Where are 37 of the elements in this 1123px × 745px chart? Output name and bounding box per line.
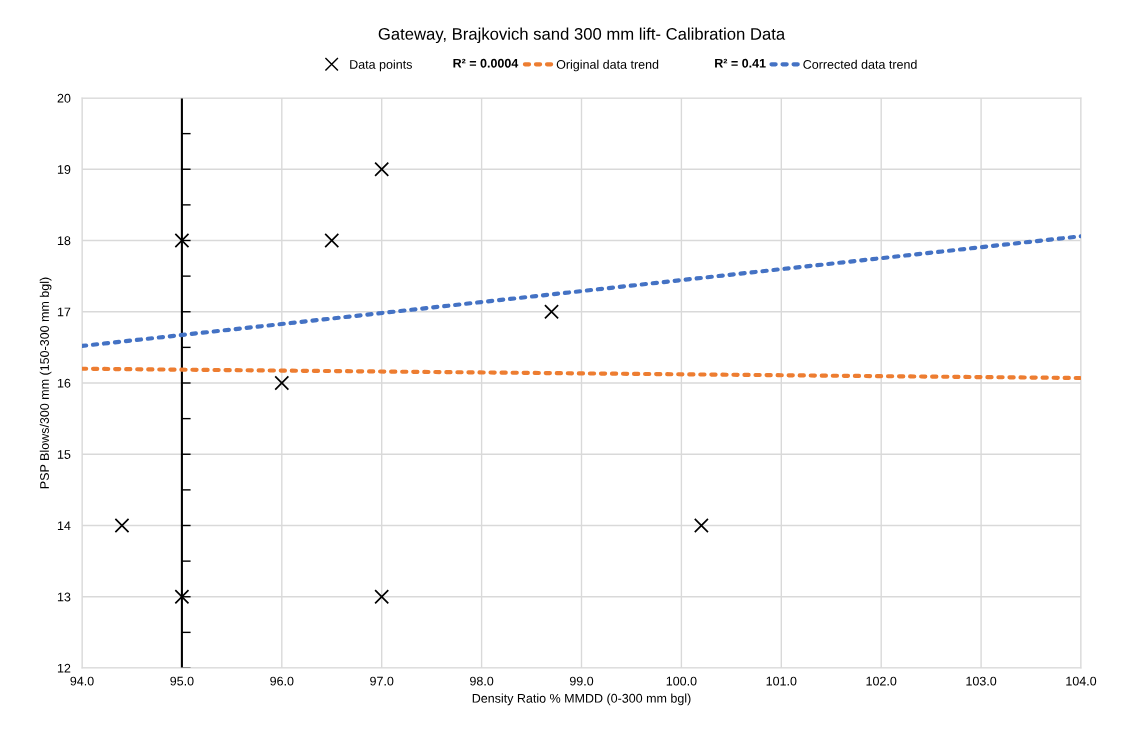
x-tick-label: 96.0 xyxy=(270,676,294,686)
point xyxy=(324,233,340,248)
point xyxy=(374,161,390,177)
point xyxy=(174,233,190,248)
x-tick-label: 101.0 xyxy=(766,676,797,686)
x-tick-label: 98.0 xyxy=(470,676,494,686)
y-tick-label: 15 xyxy=(57,450,71,459)
x-tick-label: 100.0 xyxy=(666,676,697,686)
x-tick-label: 104.0 xyxy=(1066,676,1097,686)
y-tick-label: 13 xyxy=(57,592,71,602)
x-tick-label: 103.0 xyxy=(966,676,997,686)
legend-label: Original data trend xyxy=(556,59,659,72)
x-tick-label: 97.0 xyxy=(370,676,394,686)
x-tick-label: 94.0 xyxy=(70,676,94,686)
text: R² = 0.41 xyxy=(715,58,766,68)
point xyxy=(693,518,709,533)
text: R² = 0.0004 xyxy=(453,58,519,68)
point xyxy=(114,518,130,533)
chart-title: Gateway, Brajkovich sand 300 mm lift- Calibration Data xyxy=(378,27,786,44)
y-axis-title: PSP Blows/300 mm (150-300 mm bgl) xyxy=(39,277,52,489)
y-tick-label: 14 xyxy=(57,521,71,531)
legend-label: Data points xyxy=(350,59,412,72)
y-tick-label: 20 xyxy=(57,93,71,103)
x-axis-title: Density Ratio % MMDD (0-300 mm bgl) xyxy=(472,693,691,706)
y-tick-label: 17 xyxy=(57,307,71,317)
x-tick-label: 95.0 xyxy=(170,676,194,686)
y-tick-label: 16 xyxy=(57,378,71,388)
x-tick-label: 99.0 xyxy=(569,676,594,686)
point xyxy=(174,589,190,605)
point xyxy=(544,304,559,320)
y-tick-label: 18 xyxy=(57,236,71,246)
y-tick-label: 12 xyxy=(57,663,71,673)
y-tick-label: 19 xyxy=(57,165,71,174)
x-tick-label: 102.0 xyxy=(866,676,897,686)
legend-label: Corrected data trend xyxy=(803,59,917,69)
point xyxy=(274,375,290,391)
point xyxy=(374,589,390,605)
